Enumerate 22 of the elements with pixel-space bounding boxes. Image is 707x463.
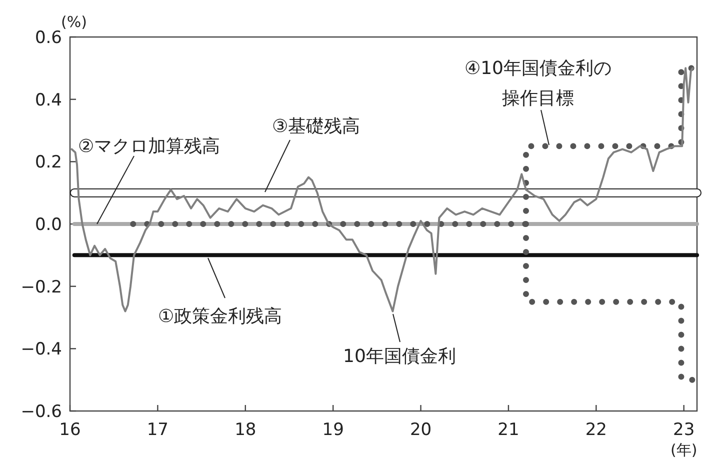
x-tick-label: 18 — [234, 420, 256, 440]
text: 10年国債金利 — [343, 346, 456, 367]
y-tick-label: 0.2 — [34, 152, 62, 173]
x-tick-label: 16 — [59, 420, 81, 440]
x-tick-label: 19 — [322, 420, 344, 440]
y-tick-label: −0.4 — [20, 340, 62, 360]
text: ②マクロ加算残高 — [78, 136, 220, 157]
y-tick-label: −0.6 — [20, 402, 62, 422]
x-tick-label: 22 — [585, 420, 607, 440]
x-tick-label: 17 — [146, 420, 169, 440]
x-tick-label: 23 — [673, 420, 695, 440]
y-tick-label: 0.4 — [34, 90, 62, 110]
y-axis-title: (%) — [61, 13, 87, 31]
text: ①政策金利残高 — [158, 306, 282, 327]
text: ③基礎残高 — [272, 116, 360, 137]
x-tick-label: 20 — [410, 420, 432, 440]
x-tick-label: 21 — [498, 420, 520, 440]
y-tick-label: 0.0 — [34, 215, 62, 235]
text: ④10年国債金利の操作目標 — [464, 58, 612, 109]
y-tick-label: 0.6 — [34, 28, 62, 48]
y-tick-label: −0.2 — [20, 277, 62, 298]
x-axis-title: (年) — [670, 441, 698, 459]
